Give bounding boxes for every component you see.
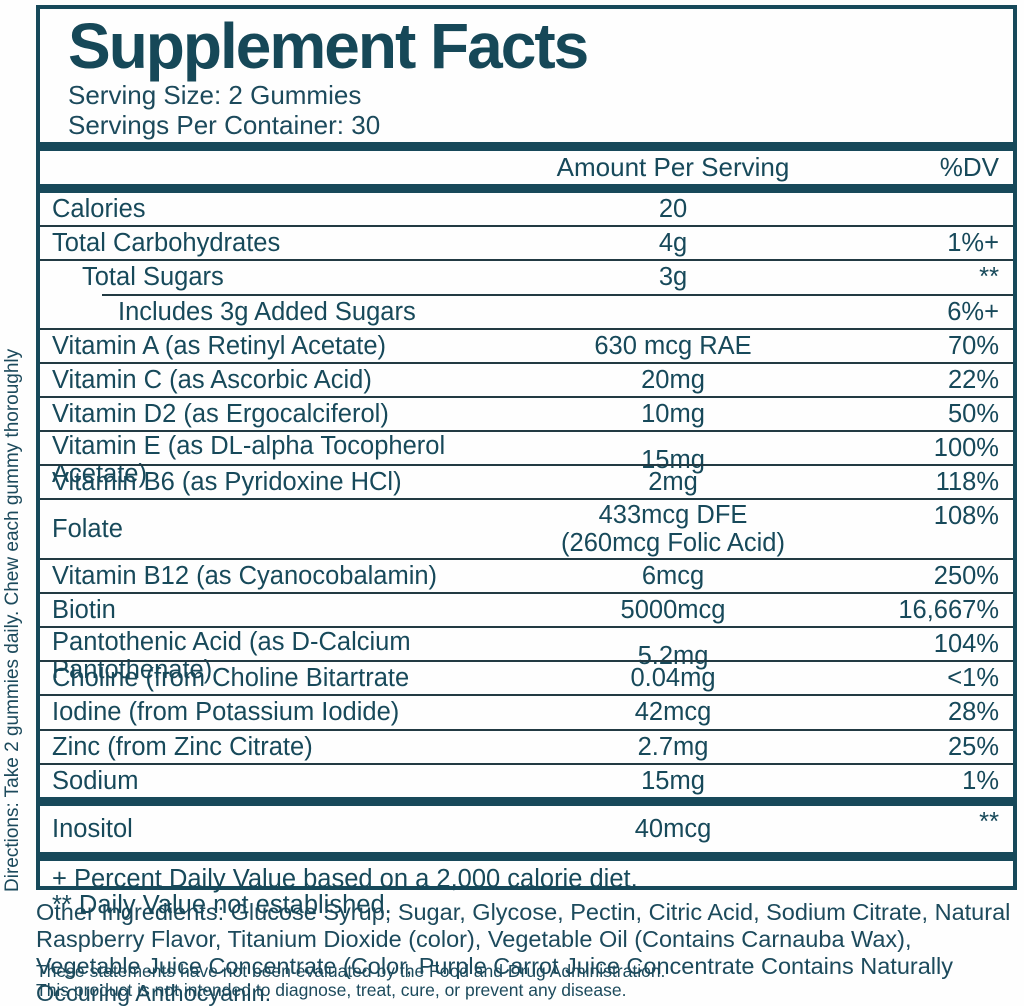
nutrient-row: Vitamin E (as DL-alpha Tocopherol Acetat… xyxy=(40,429,1013,488)
nutrient-dv: 28% xyxy=(947,698,999,727)
nutrient-amount: 20 xyxy=(658,195,688,224)
divider-thick xyxy=(40,852,1013,862)
nutrient-dv: 16,667% xyxy=(898,596,999,625)
nutrient-name: Vitamin D2 (as Ergocalciferol) xyxy=(52,399,389,428)
nutrient-name: Vitamin A (as Retinyl Acetate) xyxy=(52,331,387,360)
nutrient-row: Vitamin D2 (as Ergocalciferol) 10mg 50% xyxy=(40,395,1013,430)
nutrient-dv: 250% xyxy=(933,561,999,590)
nutrient-row: Inositol 40mcg ** xyxy=(40,806,1013,853)
nutrient-row: Total Sugars 3g ** xyxy=(40,259,1013,293)
nutrient-name: Vitamin B12 (as Cyanocobalamin) xyxy=(52,562,438,590)
nutrient-dv: 118% xyxy=(935,468,999,497)
facts-rows: Calories 20 Total Carbohydrates 4g 1%+ Total … xyxy=(40,193,1013,852)
nutrient-row: Calories 20 xyxy=(40,193,1013,225)
nutrient-row: Biotin 5000mcg 16,667% xyxy=(40,592,1013,626)
nutrient-amount-line2: (260mcg Folic Acid) xyxy=(561,529,785,558)
nutrient-dv: 100% xyxy=(933,433,999,462)
nutrient-amount: 6mcg xyxy=(641,562,705,590)
panel-title: Supplement Facts xyxy=(68,10,589,82)
nutrient-row: Iodine (from Potassium Iodide) 42mcg 28% xyxy=(40,694,1013,728)
nutrient-name: Vitamin B6 (as Pyridoxine HCl) xyxy=(52,468,402,497)
nutrient-row: Vitamin C (as Ascorbic Acid) 20mg 22% xyxy=(40,361,1013,396)
partial-separator xyxy=(102,293,1013,296)
nutrient-row: Zinc (from Zinc Citrate) 2.7mg 25% xyxy=(40,728,1013,763)
nutrient-name: Includes 3g Added Sugars xyxy=(118,297,416,326)
nutrient-amount: 0.04mg xyxy=(630,664,716,693)
nutrient-row: Vitamin B12 (as Cyanocobalamin) 6mcg 250% xyxy=(40,557,1013,592)
nutrient-amount: 5.2mg xyxy=(637,642,709,671)
fda-disclaimer-text: These statements have not been evaluated… xyxy=(36,961,666,981)
nutrient-amount: 20mg xyxy=(641,365,705,394)
nutrient-dv: 25% xyxy=(947,732,999,761)
nutrient-dv: 104% xyxy=(933,630,999,659)
nutrient-dv: 108% xyxy=(933,502,999,531)
nutrient-dv: ** xyxy=(979,807,999,836)
nutrient-name: Total Carbohydrates xyxy=(52,229,281,258)
nutrient-name: Total Sugars xyxy=(82,263,224,292)
nutrient-amount: 630 mcg RAE xyxy=(594,331,752,360)
divider-thick xyxy=(40,184,1013,194)
divider-thick xyxy=(40,142,1013,152)
nutrient-amount: 433mcg DFE (260mcg Folic Acid) xyxy=(503,501,843,557)
nutrient-dv: 22% xyxy=(947,365,999,394)
footnotes: + Percent Daily Value based on a 2,000 c… xyxy=(40,861,1013,926)
nutrient-row: Vitamin B6 (as Pyridoxine HCl) 2mg 118% xyxy=(40,464,1013,498)
nutrient-row: Total Carbohydrates 4g 1%+ xyxy=(40,225,1013,259)
nutrient-dv: 1%+ xyxy=(947,229,999,258)
nutrient-amount: 2.7mg xyxy=(637,732,709,761)
nutrient-name: Folate xyxy=(52,515,123,544)
disease-disclaimer-text: This product is not intended to diagnose… xyxy=(36,980,627,1000)
nutrient-dv: 6%+ xyxy=(947,297,999,326)
nutrient-name: Calories xyxy=(52,195,146,224)
nutrient-row: Includes 3g Added Sugars 6%+ xyxy=(40,296,1013,328)
nutrient-amount: 2mg xyxy=(648,468,698,497)
nutrient-amount: 15mg xyxy=(641,445,705,474)
footnote-not-established: ** Daily Value not established. xyxy=(52,891,392,920)
nutrient-amount: 10mg xyxy=(641,399,705,428)
nutrient-row: Sodium 15mg 1% xyxy=(40,762,1013,797)
nutrient-amount: 5000mcg xyxy=(620,596,726,625)
panel-header: Supplement Facts Serving Size: 2 Gummies… xyxy=(40,9,1013,142)
header-percent-dv: %DV xyxy=(939,152,999,183)
table-header-row: Amount Per Serving %DV xyxy=(40,151,1013,184)
divider-thick xyxy=(40,796,1013,806)
nutrient-name: Vitamin C (as Ascorbic Acid) xyxy=(52,365,372,394)
nutrient-dv xyxy=(843,193,1013,195)
nutrient-row: Choline (from Choline Bitartrate 0.04mg <1… xyxy=(40,660,1013,694)
nutrient-amount: 4g xyxy=(658,229,688,258)
footnote-daily-value: + Percent Daily Value based on a 2,000 c… xyxy=(52,865,638,894)
nutrient-amount: 42mcg xyxy=(634,698,712,727)
nutrient-amount: 15mg xyxy=(641,766,705,795)
nutrient-name: Sodium xyxy=(52,766,139,795)
nutrient-name: Biotin xyxy=(52,596,116,625)
header-amount-per-serving: Amount Per Serving xyxy=(556,152,790,183)
nutrient-name: Choline (from Choline Bitartrate xyxy=(52,664,410,693)
nutrient-dv: <1% xyxy=(947,664,999,693)
directions-vertical-text: Directions: Take 2 gummies daily. Chew e… xyxy=(2,348,23,892)
supplement-facts-panel: Supplement Facts Serving Size: 2 Gummies… xyxy=(36,5,1017,918)
nutrient-dv: 1% xyxy=(962,766,999,795)
nutrient-name: Inositol xyxy=(52,814,133,843)
nutrient-name: Iodine (from Potassium Iodide) xyxy=(52,698,400,727)
nutrient-dv: 70% xyxy=(947,331,999,360)
serving-size-text: Serving Size: 2 Gummies xyxy=(68,80,362,111)
nutrient-dv: ** xyxy=(979,263,999,292)
other-ingredients-text: Other Ingredients: Glucose Syrup, Sugar,… xyxy=(36,899,1011,1006)
nutrient-amount: 40mcg xyxy=(634,814,712,843)
nutrient-name: Zinc (from Zinc Citrate) xyxy=(52,732,313,761)
nutrient-row: Vitamin A (as Retinyl Acetate) 630 mcg RA… xyxy=(40,327,1013,362)
nutrient-row: Folate 433mcg DFE (260mcg Folic Acid) 108% xyxy=(40,498,1013,558)
nutrient-amount: 3g xyxy=(658,263,688,292)
nutrient-row: Pantothenic Acid (as D-Calcium Pantothen… xyxy=(40,626,1013,684)
servings-per-container-text: Servings Per Container: 30 xyxy=(68,110,381,141)
nutrient-dv: 50% xyxy=(947,399,999,428)
